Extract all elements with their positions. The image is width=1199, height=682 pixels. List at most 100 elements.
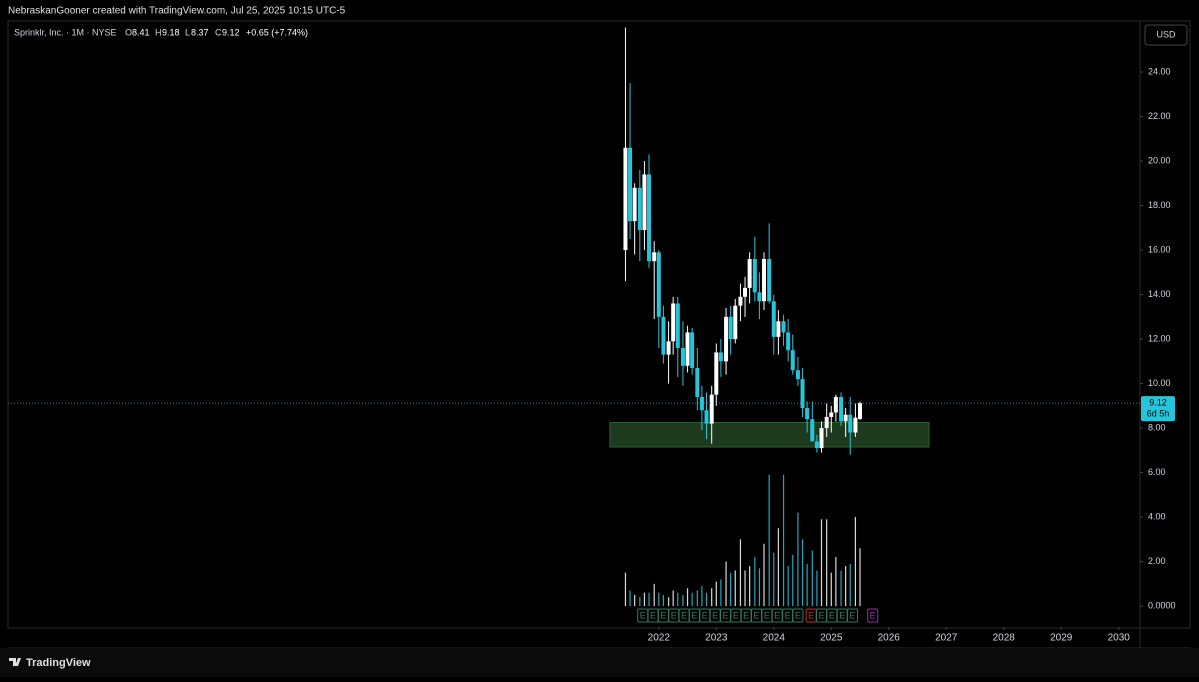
x-tick-label: 2025 <box>820 633 843 644</box>
volume-bar <box>667 597 670 607</box>
candle-body <box>843 414 848 422</box>
volume-bar <box>739 539 742 607</box>
footer-bar <box>0 648 1199 677</box>
volume-bar <box>629 590 631 607</box>
volume-bar <box>773 552 775 607</box>
earnings-label: E <box>660 610 666 620</box>
candle-body <box>824 416 829 429</box>
volume-bar <box>777 528 779 607</box>
candle-body <box>781 321 786 333</box>
candle-body <box>695 368 700 397</box>
earnings-label: E <box>774 610 780 620</box>
candle-body <box>800 379 805 409</box>
earnings-label: E <box>743 610 749 620</box>
y-tick-label: 14.00 <box>1148 289 1171 299</box>
chart-title: Sprinklr, Inc. · 1M · NYSE <box>14 27 117 37</box>
y-tick-label: 2.00 <box>1148 556 1166 566</box>
currency-button[interactable] <box>1144 24 1188 46</box>
x-tick-label: 2027 <box>935 633 958 644</box>
volume-bar <box>715 581 717 607</box>
ohlc-legend: O 8.41 H 9.18 L 8.37 C 9.12 +0.65 (+7.74… <box>125 27 308 37</box>
price-tag <box>1141 396 1175 422</box>
footer-logo: TradingView <box>26 657 91 669</box>
volume-bar <box>849 563 851 607</box>
legend-value: 8.41 <box>132 27 150 37</box>
earnings-label: E <box>764 610 770 620</box>
candle-body <box>790 350 795 371</box>
candle-body <box>776 321 781 337</box>
price-tag-label: 9.12 <box>1149 398 1167 408</box>
volume-bar <box>653 583 655 607</box>
volume-bar <box>816 570 818 607</box>
volume-bar <box>835 557 837 607</box>
earnings-label: E <box>795 610 801 620</box>
plot <box>609 27 930 607</box>
candle-body <box>656 252 661 317</box>
legend-letter: H <box>155 27 162 37</box>
y-tick-label: 8.00 <box>1148 422 1166 432</box>
candle-body <box>704 410 709 424</box>
earnings-icon <box>867 608 879 623</box>
volume-bar <box>643 592 646 607</box>
y-tick-label: 10.00 <box>1148 378 1171 388</box>
x-tick-label: 2030 <box>1108 633 1131 644</box>
volume-bar <box>634 594 636 607</box>
candle-body <box>839 396 844 422</box>
currency[interactable]: USD <box>1156 29 1176 39</box>
candle-body <box>858 403 863 419</box>
earnings-icon <box>792 608 804 623</box>
volume-bar <box>845 566 847 607</box>
earnings-label: E <box>785 610 791 620</box>
candle-body <box>829 412 834 417</box>
volume-bar <box>787 566 789 607</box>
candle-body <box>853 417 858 433</box>
x-tick-label: 2024 <box>763 633 786 644</box>
volume-bar <box>749 566 751 607</box>
candle-body <box>747 258 752 288</box>
y-tick-label: 12.00 <box>1148 333 1171 343</box>
candle-body <box>647 174 652 262</box>
volume-bar <box>763 543 765 607</box>
earnings-label: E <box>691 610 697 620</box>
y-tick-label: 16.00 <box>1148 244 1171 254</box>
x-tick-label: 2022 <box>648 633 671 644</box>
volume-bar <box>725 561 727 607</box>
volume-bar <box>696 590 698 607</box>
volume-bar <box>854 517 857 607</box>
earnings-label: E <box>650 610 656 620</box>
candle-body <box>767 258 772 302</box>
candle-body <box>743 287 748 297</box>
candle-body <box>685 332 690 366</box>
candle-body <box>709 394 714 424</box>
volume-bar <box>754 557 756 607</box>
candle-body <box>666 341 671 355</box>
legend-value: 9.12 <box>222 27 240 37</box>
candle-body <box>833 396 838 413</box>
earnings-label: E <box>850 610 856 620</box>
volume-bar <box>658 592 660 607</box>
candle-body <box>814 441 819 449</box>
candle-body <box>810 419 815 442</box>
x-tick-label: 2029 <box>1050 633 1073 644</box>
x-tick-label: 2028 <box>993 633 1016 644</box>
volume-bar <box>806 563 808 607</box>
volume-bar <box>682 594 684 607</box>
y-tick-label: 0.0000 <box>1148 600 1176 610</box>
earnings-label: E <box>702 610 708 620</box>
volume-bar <box>797 512 799 607</box>
y-tick-label: 24.00 <box>1148 66 1171 76</box>
volume-bar <box>686 588 689 607</box>
volume-bar <box>720 579 722 607</box>
y-tick-label: 20.00 <box>1148 155 1171 165</box>
earnings-label: E <box>839 610 845 620</box>
y-tick-label: 22.00 <box>1148 111 1171 121</box>
volume-bar <box>782 474 785 607</box>
candle-body <box>819 428 824 449</box>
candle-body <box>762 258 767 302</box>
y-tick-label: 18.00 <box>1148 200 1171 210</box>
volume-bar <box>691 592 693 607</box>
volume-bar <box>711 588 713 607</box>
candle-body <box>757 292 762 302</box>
volume-bar <box>662 594 664 607</box>
